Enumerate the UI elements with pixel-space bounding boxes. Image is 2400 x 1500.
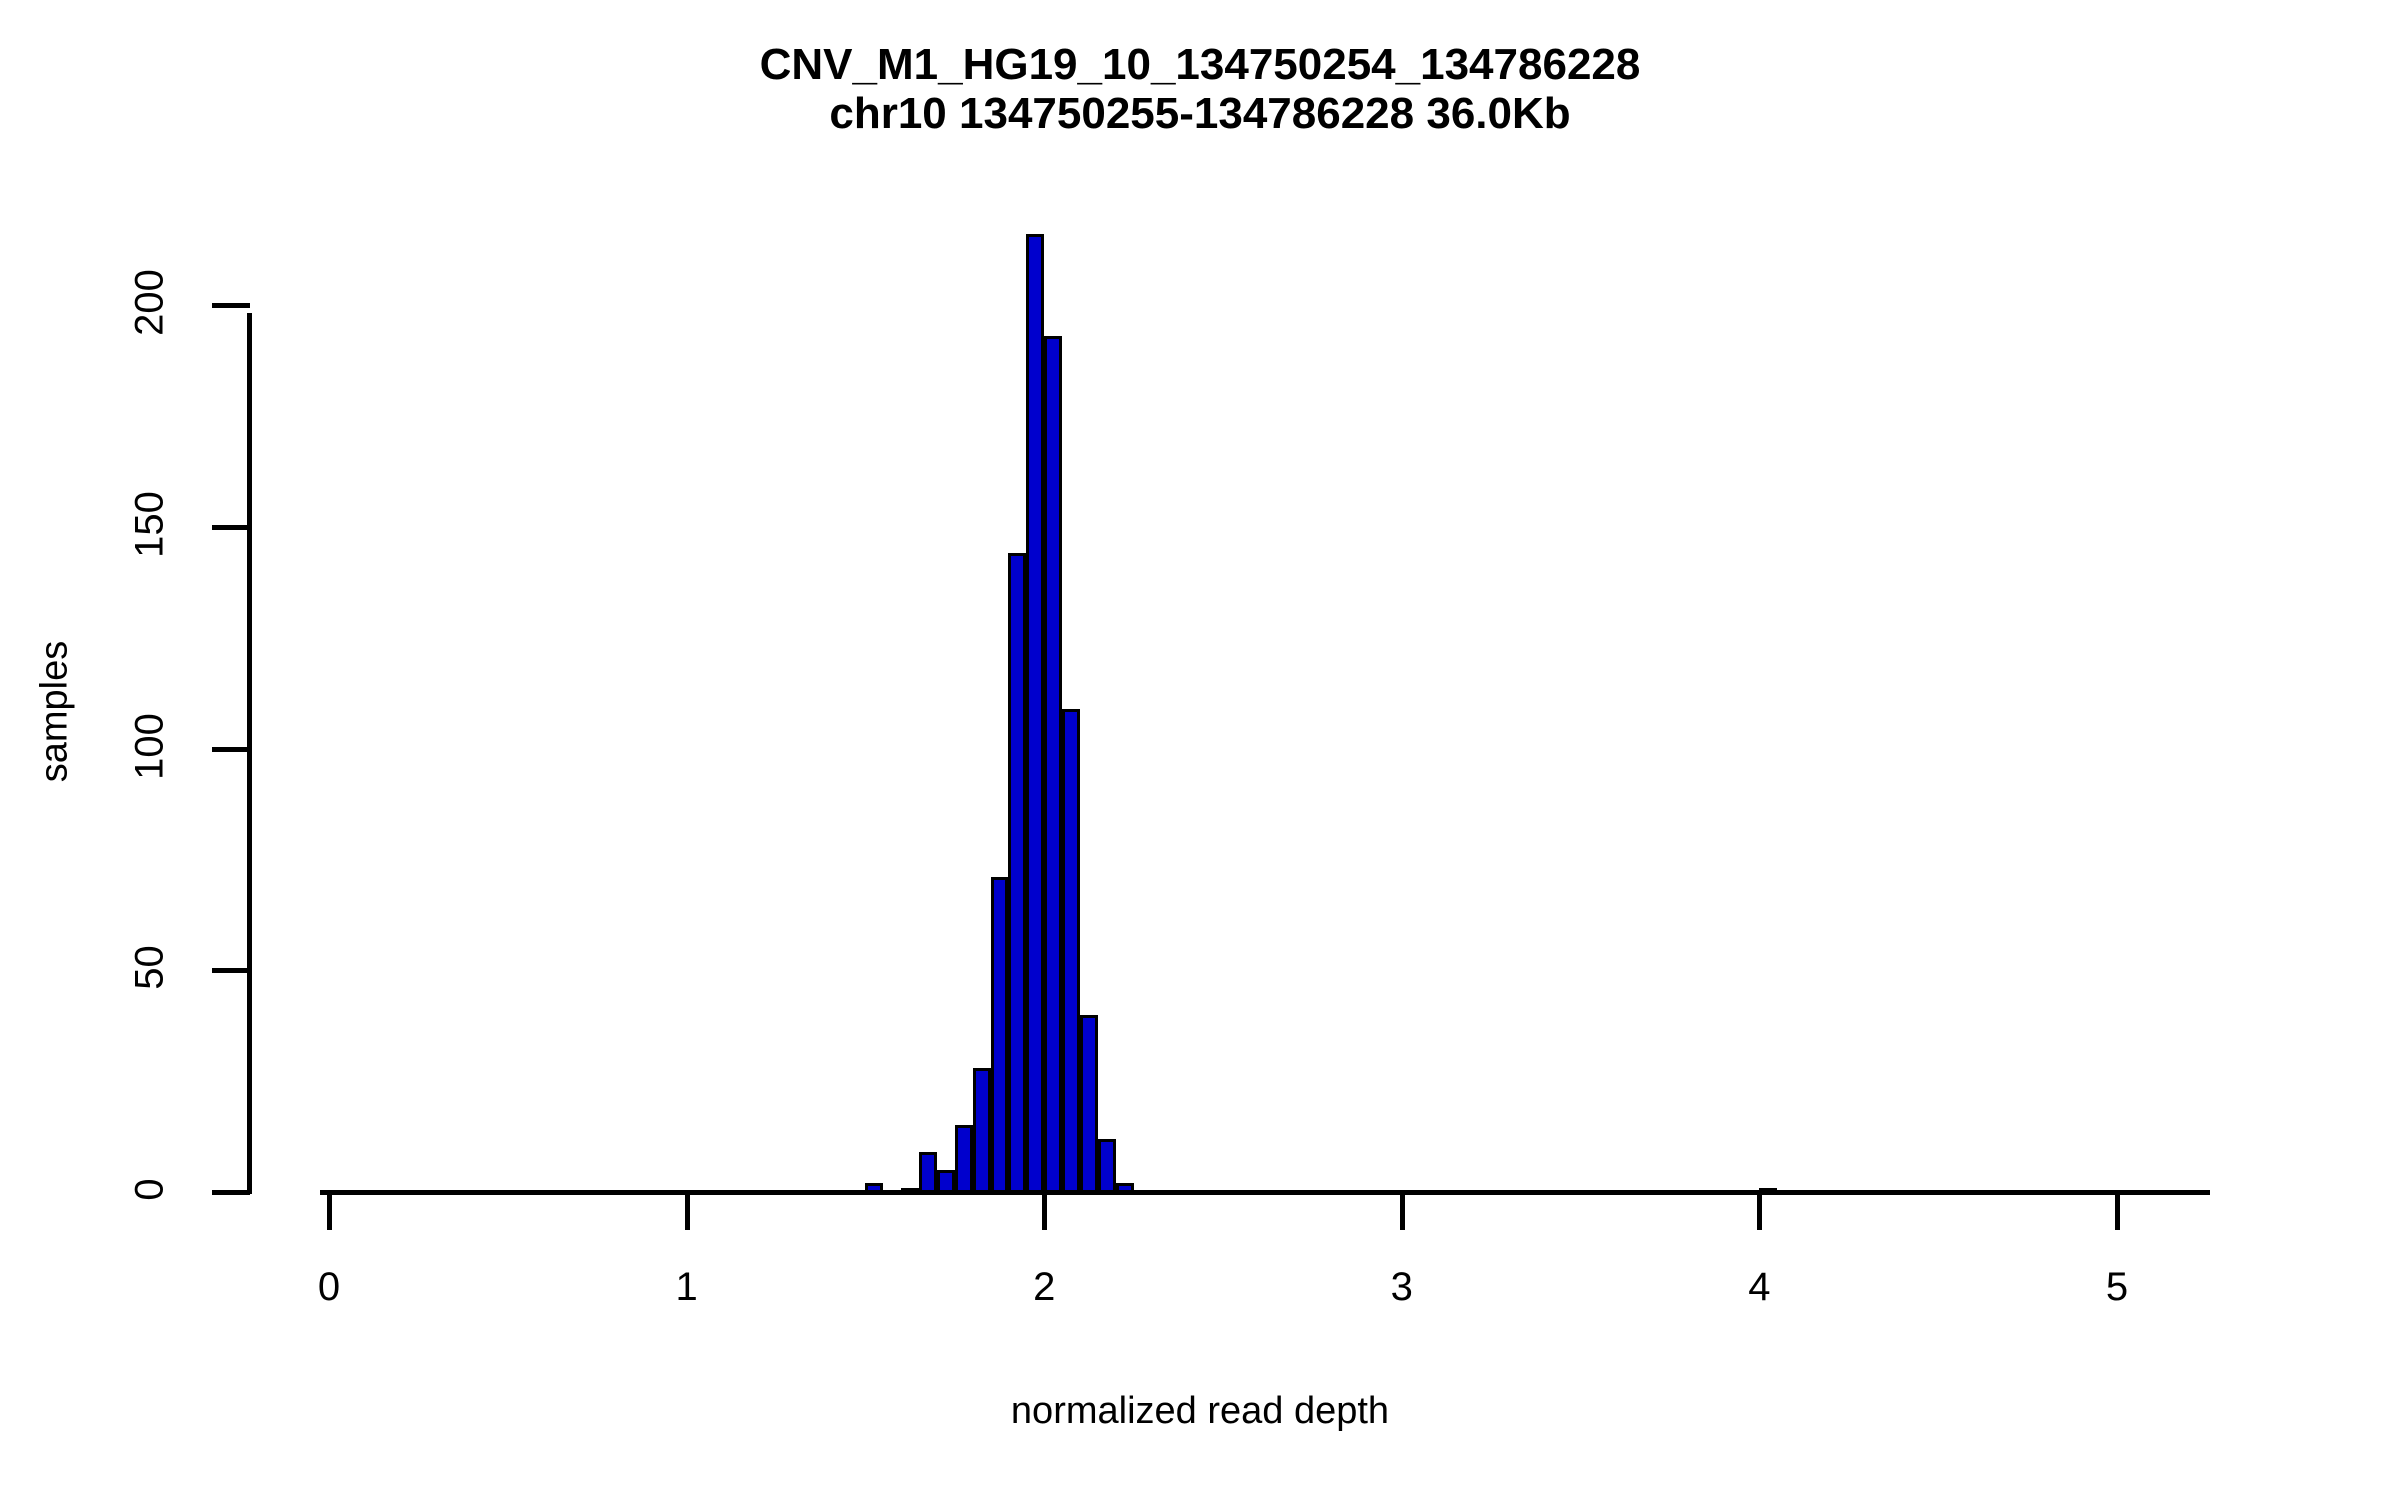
x-axis-tick — [1042, 1194, 1048, 1230]
x-axis-tick-label: 0 — [317, 1265, 341, 1309]
histogram-bar — [990, 877, 1009, 1194]
histogram-bar — [1062, 708, 1080, 1194]
x-axis-tick — [327, 1194, 332, 1230]
y-axis-tick-label: 0 — [127, 1178, 172, 1201]
x-axis-tick-label: 2 — [1033, 1265, 1056, 1309]
histogram-bar — [1026, 234, 1045, 1194]
y-axis-tick — [212, 524, 250, 530]
histogram-bar — [1079, 1014, 1098, 1194]
x-axis-tick — [684, 1194, 690, 1230]
x-axis-tick-label: 4 — [1748, 1265, 1771, 1309]
x-axis-title: normalized read depth — [1010, 1390, 1390, 1432]
histogram-bar — [954, 1125, 973, 1194]
y-axis-tick — [212, 968, 250, 974]
x-axis-line — [320, 1190, 2210, 1195]
x-axis-tick-label: 3 — [1390, 1265, 1413, 1309]
x-axis-tick — [1757, 1194, 1763, 1230]
chart-title-line-1: CNV_M1_HG19_10_134750254_134786228 — [759, 40, 1641, 89]
y-axis-tick — [212, 303, 250, 308]
y-axis-tick-label: 150 — [127, 490, 172, 558]
chart-title: CNV_M1_HG19_10_134750254_134786228 chr10… — [0, 40, 2400, 139]
histogram-bar — [972, 1067, 991, 1194]
x-axis-tick-label: 1 — [675, 1265, 698, 1309]
y-axis-tick-label: 200 — [127, 269, 172, 336]
histogram-bar — [1097, 1138, 1116, 1194]
y-axis-line — [247, 313, 252, 1194]
y-axis-tick-label: 50 — [127, 945, 172, 991]
y-axis-tick-label: 100 — [127, 712, 172, 780]
y-axis-title: samples — [33, 640, 76, 783]
x-axis-tick — [1399, 1194, 1405, 1230]
chart-title-line-2: chr10 134750255-134786228 36.0Kb — [829, 89, 1571, 139]
y-axis-tick — [212, 1190, 250, 1195]
y-axis-tick — [212, 746, 250, 752]
x-axis-tick — [2115, 1194, 2120, 1230]
x-axis-tick-label: 5 — [2105, 1265, 2129, 1309]
histogram-bar — [1044, 336, 1063, 1194]
histogram-bar — [1008, 553, 1027, 1194]
histogram-bar — [919, 1152, 937, 1194]
